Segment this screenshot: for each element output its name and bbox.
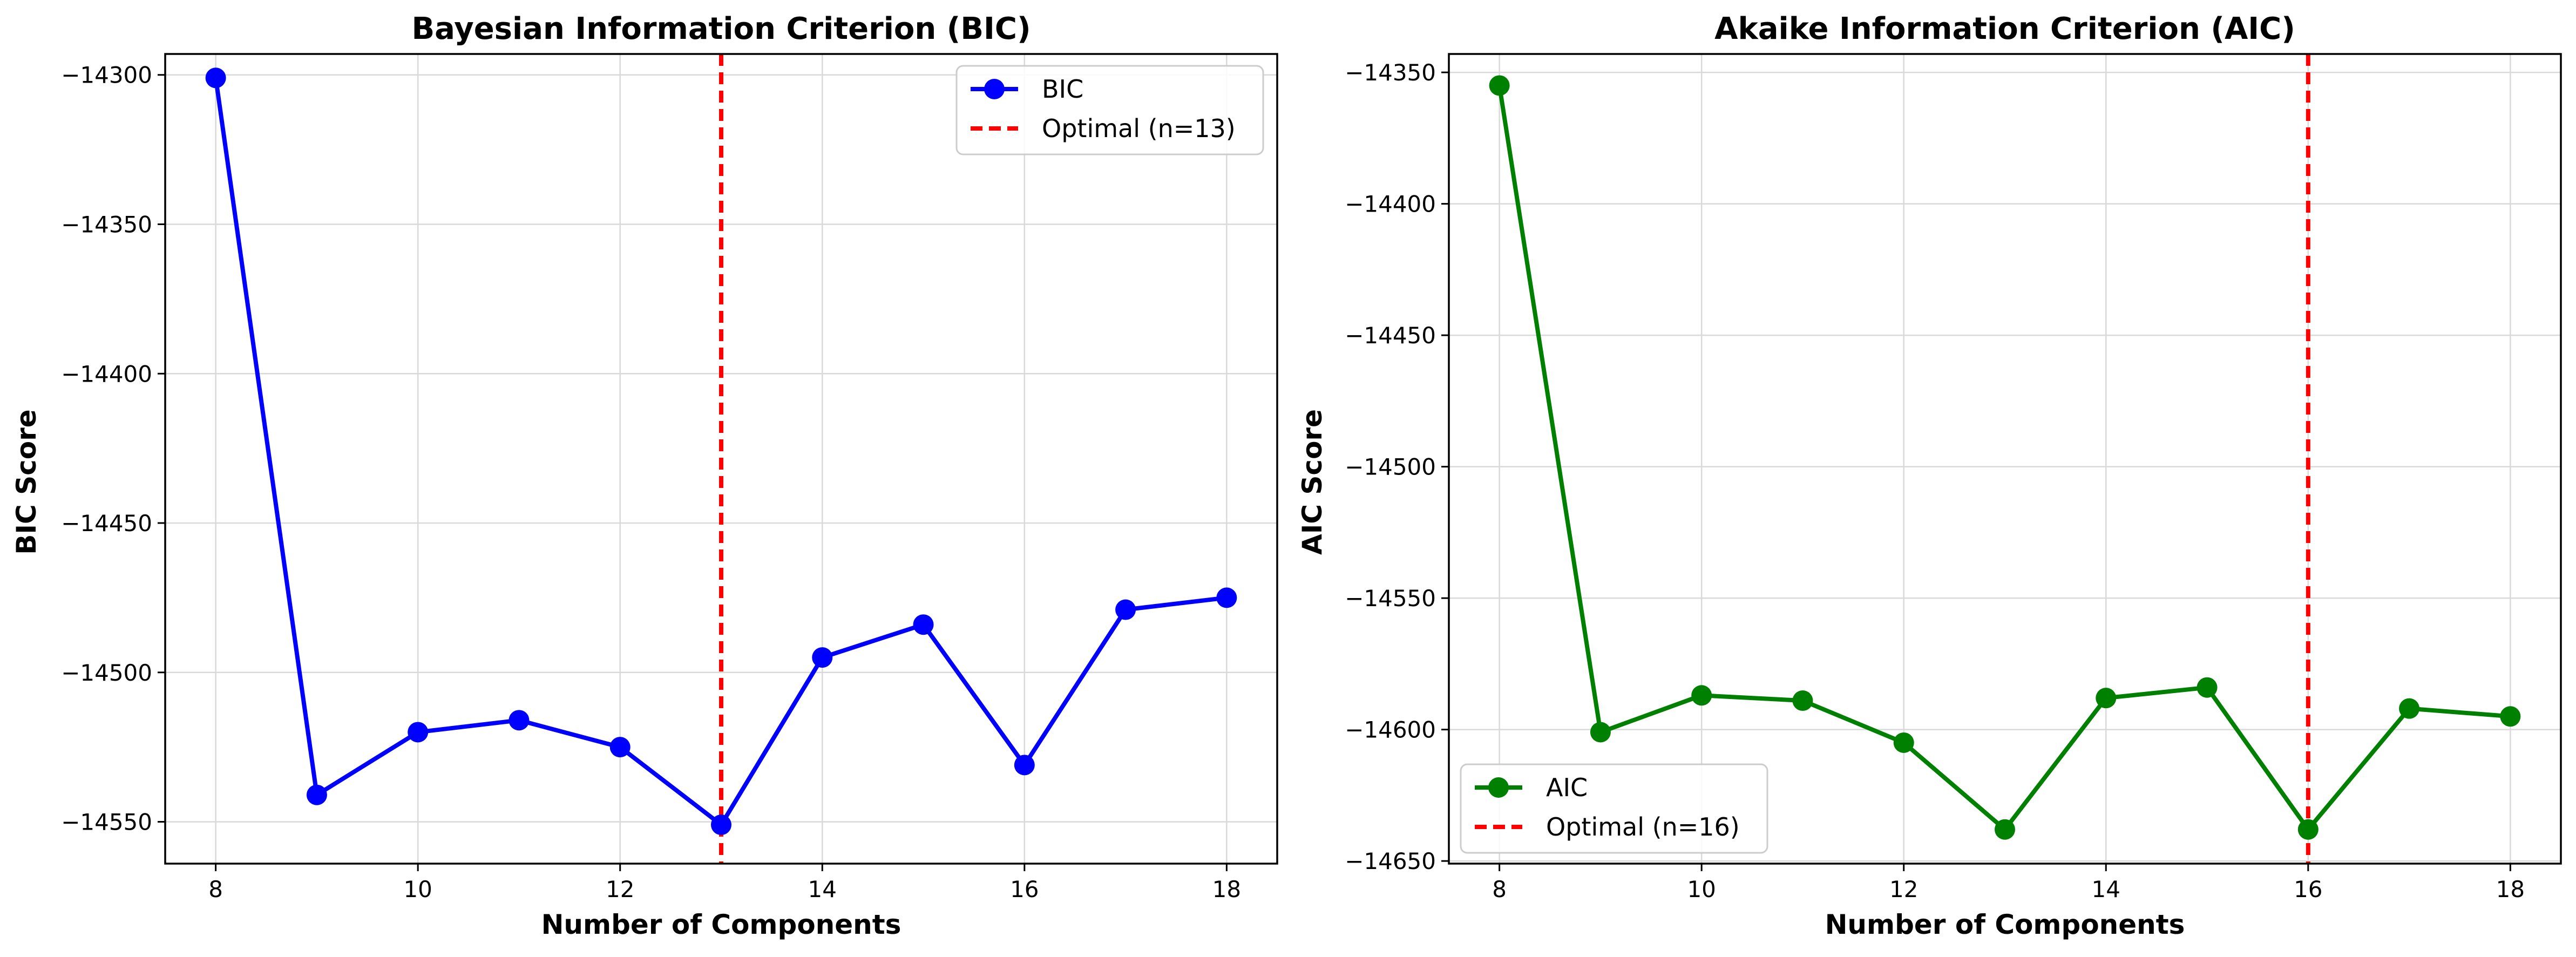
aic-gridlines xyxy=(1449,54,2561,864)
aic-data-point xyxy=(1489,75,1510,96)
aic-y-tick-label: −14350 xyxy=(1345,59,1436,86)
bic-series xyxy=(205,67,1237,836)
aic-data-point xyxy=(2096,688,2117,709)
aic-y-tick-label: −14650 xyxy=(1345,848,1436,874)
aic-data-point xyxy=(1893,732,1914,753)
bic-chart-title: Bayesian Information Criterion (BIC) xyxy=(411,11,1031,46)
bic-legend-box xyxy=(955,65,1264,155)
aic-x-tick-label: 14 xyxy=(2092,876,2120,902)
aic-series-line xyxy=(1497,85,2511,832)
bic-y-tick-label: −14450 xyxy=(61,510,152,537)
bic-x-tick-label: 8 xyxy=(208,876,223,902)
aic-data-point xyxy=(2399,698,2420,719)
aic-data-point xyxy=(2197,677,2218,698)
aic-legend-box xyxy=(1460,763,1768,854)
bic-x-tick-label: 12 xyxy=(606,876,634,902)
bic-legend: BIC Optimal (n=13) xyxy=(955,65,1264,155)
aic-x-axis-label: Number of Components xyxy=(1825,909,2185,940)
bic-x-tick-label: 16 xyxy=(1010,876,1039,902)
bic-data-point xyxy=(1216,587,1237,608)
aic-legend-series-label: AIC xyxy=(1546,773,1588,802)
aic-data-point xyxy=(2297,819,2319,840)
aic-legend-optimal-label: Optimal (n=16) xyxy=(1546,812,1740,841)
bic-data-point xyxy=(1115,599,1136,620)
bic-x-axis-label: Number of Components xyxy=(541,909,901,940)
aic-data-point xyxy=(1995,819,2015,840)
bic-axis-ticks: 8 10 12 14 16 18 −14550 −14500 −14450 −14400 −1435… xyxy=(61,62,1241,902)
aic-data-point xyxy=(1792,690,1813,711)
aic-x-tick-label: 18 xyxy=(2496,876,2525,902)
aic-data-point xyxy=(1691,685,1712,706)
aic-y-tick-label: −14500 xyxy=(1345,454,1436,480)
aic-legend: AIC Optimal (n=16) xyxy=(1460,763,1768,854)
bic-y-tick-label: −14300 xyxy=(61,62,152,89)
aic-y-tick-label: −14400 xyxy=(1345,191,1436,218)
aic-axis-ticks: 8 10 12 14 16 18 −14650 −14600 −14550 −14500 −1445… xyxy=(1345,59,2525,902)
bic-y-tick-label: −14350 xyxy=(61,211,152,237)
bic-x-tick-label: 14 xyxy=(808,876,837,902)
bic-chart-panel: Bayesian Information Criterion (BIC) Num… xyxy=(11,11,1278,940)
bic-plot-frame xyxy=(164,53,1278,865)
bic-data-point xyxy=(408,722,429,743)
bic-data-point xyxy=(711,815,731,836)
aic-series xyxy=(1489,75,2521,840)
aic-x-tick-label: 10 xyxy=(1687,876,1716,902)
aic-x-tick-label: 8 xyxy=(1492,876,1507,902)
aic-legend-marker xyxy=(1488,777,1509,798)
aic-data-point xyxy=(2500,706,2521,727)
aic-y-tick-label: −14450 xyxy=(1345,322,1436,349)
aic-y-axis-label: AIC Score xyxy=(1297,409,1328,555)
aic-x-tick-label: 12 xyxy=(1889,876,1918,902)
aic-y-tick-label: −14550 xyxy=(1345,585,1436,612)
bic-y-tick-label: −14550 xyxy=(61,809,152,836)
bic-x-tick-label: 18 xyxy=(1212,876,1241,902)
bic-data-point xyxy=(306,784,327,805)
bic-data-point xyxy=(913,614,934,635)
bic-data-point xyxy=(1014,755,1035,776)
aic-data-point xyxy=(1590,722,1611,743)
bic-legend-marker xyxy=(984,79,1005,99)
bic-data-point xyxy=(812,647,833,668)
bic-y-tick-label: −14400 xyxy=(61,361,152,387)
aic-plot-frame xyxy=(1448,53,2562,865)
aic-chart-title: Akaike Information Criterion (AIC) xyxy=(1714,11,2295,46)
bic-legend-optimal-label: Optimal (n=13) xyxy=(1042,114,1236,143)
bic-data-point xyxy=(205,67,226,89)
bic-y-axis-label: BIC Score xyxy=(11,409,42,554)
aic-chart-panel: Akaike Information Criterion (AIC) Numbe… xyxy=(1297,11,2562,940)
bic-data-point xyxy=(509,710,530,731)
aic-y-tick-label: −14600 xyxy=(1345,717,1436,743)
bic-legend-series-label: BIC xyxy=(1042,74,1083,104)
bic-x-tick-label: 10 xyxy=(403,876,432,902)
bic-data-point xyxy=(609,737,631,758)
aic-x-tick-label: 16 xyxy=(2294,876,2322,902)
bic-y-tick-label: −14500 xyxy=(61,660,152,686)
